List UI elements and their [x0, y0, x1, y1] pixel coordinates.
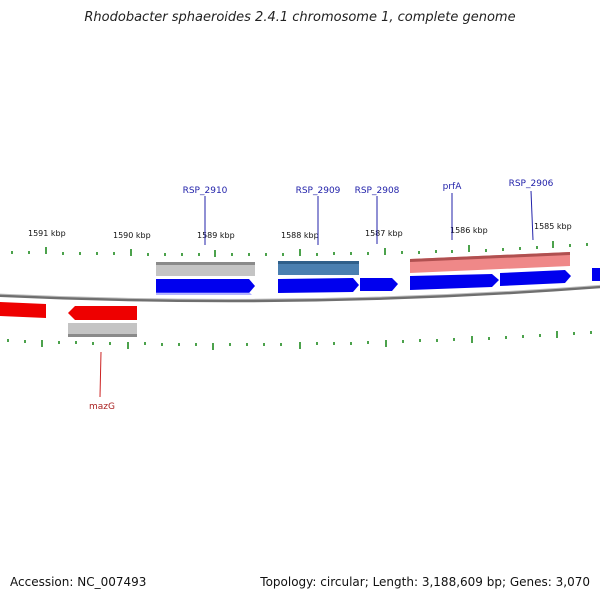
topology-value: circular: [320, 575, 365, 589]
lower-scale: [7, 331, 592, 350]
cds-edge-right[interactable]: [592, 268, 600, 281]
chromosome-backbone-highlight: [0, 284, 600, 300]
accession-info: Accession: NC_007493: [10, 575, 146, 589]
gene-label-mazg[interactable]: mazG: [89, 402, 115, 412]
gene-label-rsp2908[interactable]: RSP_2908: [355, 186, 400, 196]
scale-label-1590: 1590 kbp: [113, 231, 151, 240]
gene-prfa-rsp2906[interactable]: [410, 252, 570, 273]
cds-rsp2909[interactable]: [278, 278, 359, 293]
scale-label-1585: 1585 kbp: [534, 222, 572, 231]
accession-value: NC_007493: [77, 575, 147, 589]
length-value: 3,188,609 bp: [421, 575, 502, 589]
scale-label-1586: 1586 kbp: [450, 226, 488, 235]
cds-reverse-left-edge[interactable]: [0, 302, 46, 318]
genes-value: 3,070: [555, 575, 590, 589]
gene-label-rsp2910[interactable]: RSP_2910: [183, 186, 228, 196]
genome-stats: Topology: circular; Length: 3,188,609 bp…: [260, 575, 590, 589]
upper-scale: [11, 241, 588, 257]
length-label: Length:: [372, 575, 419, 589]
cds-mazg[interactable]: [68, 306, 137, 320]
cds-prfa[interactable]: [410, 274, 499, 290]
cds-rsp2906[interactable]: [500, 270, 571, 286]
genes-label: Genes:: [509, 575, 552, 589]
gene-label-rsp2909[interactable]: RSP_2909: [296, 186, 341, 196]
scale-label-1589: 1589 kbp: [197, 231, 235, 240]
label-connectors: [99, 190, 534, 398]
accession-label: Accession:: [10, 575, 74, 589]
scale-label-1587: 1587 kbp: [365, 229, 403, 238]
gene-mazg[interactable]: [68, 323, 137, 337]
cds-rsp2910[interactable]: [156, 279, 255, 295]
cds-rsp2908[interactable]: [360, 278, 398, 291]
topology-label: Topology:: [260, 575, 317, 589]
gene-label-rsp2906[interactable]: RSP_2906: [509, 179, 554, 189]
gene-rsp2910[interactable]: [156, 262, 255, 276]
gene-label-prfa[interactable]: prfA: [443, 182, 463, 192]
scale-label-1588: 1588 kbp: [281, 231, 319, 240]
scale-label-1591: 1591 kbp: [28, 229, 66, 238]
map-title: Rhodobacter sphaeroides 2.4.1 chromosome…: [84, 10, 516, 25]
chromosome-backbone: [0, 285, 600, 303]
gene-rsp2909[interactable]: [278, 261, 359, 275]
